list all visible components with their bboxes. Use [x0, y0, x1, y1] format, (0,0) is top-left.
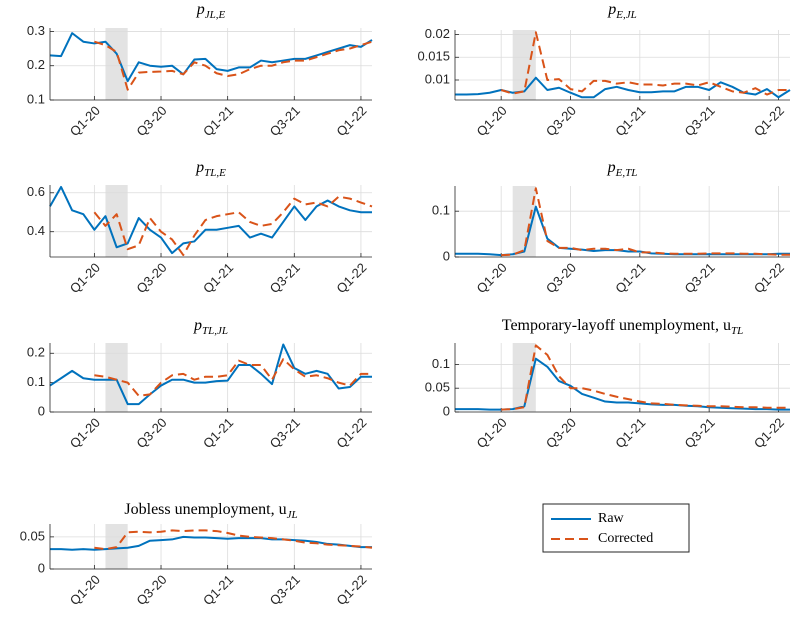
series-line — [49, 343, 372, 406]
series-line — [501, 344, 790, 411]
title-subscript: JL — [287, 509, 298, 521]
y-tick-label: 0.01 — [425, 71, 450, 86]
title-main: p — [193, 317, 202, 334]
x-tick-label: Q3-20 — [133, 572, 169, 608]
series-line — [455, 76, 791, 99]
title-main: Temporary-layoff unemployment, u — [502, 317, 731, 334]
y-tick-label: 0.05 — [425, 380, 450, 395]
x-tick-label: Q1-21 — [612, 415, 648, 451]
x-tick-label: Q3-21 — [267, 260, 303, 296]
shaded-period — [512, 186, 536, 257]
title-subscript: E,TL — [615, 167, 638, 179]
x-tick-label: Q3-20 — [543, 415, 579, 451]
x-tick-label: Q1-20 — [67, 415, 103, 451]
x-tick-label: Q1-20 — [474, 415, 510, 451]
shaded-period — [105, 185, 128, 257]
y-tick-label: 0.05 — [20, 528, 45, 543]
shaded-period — [512, 343, 536, 412]
chart-title: pTL,E — [195, 159, 226, 179]
y-tick-label: 0.1 — [432, 356, 450, 371]
series-line — [94, 358, 372, 397]
x-tick-label: Q3-20 — [133, 415, 169, 451]
title-subscript: TL,JL — [202, 325, 228, 337]
x-tick-label: Q1-22 — [333, 415, 369, 451]
x-tick-label: Q1-22 — [751, 415, 787, 451]
x-tick-label: Q3-21 — [682, 103, 718, 139]
x-tick-label: Q1-20 — [67, 260, 103, 296]
x-tick-label: Q1-21 — [200, 260, 236, 296]
chart-title: pE,JL — [607, 1, 636, 21]
chart-title: pJL,E — [196, 1, 226, 21]
title-main: p — [607, 1, 616, 18]
y-tick-label: 0.4 — [27, 223, 45, 238]
series-line — [501, 187, 790, 257]
legend-label: Corrected — [598, 531, 653, 546]
y-tick-label: 0.3 — [27, 23, 45, 38]
x-tick-label: Q1-21 — [200, 415, 236, 451]
chart-title: Jobless unemployment, uJL — [124, 501, 297, 521]
title-subscript: TL — [731, 325, 743, 337]
x-tick-label: Q1-22 — [333, 572, 369, 608]
series-line — [455, 205, 790, 257]
x-tick-label: Q1-22 — [333, 103, 369, 139]
title-subscript: TL,E — [204, 167, 226, 179]
x-tick-label: Q3-21 — [682, 260, 718, 296]
x-tick-label: Q1-22 — [333, 260, 369, 296]
y-tick-label: 0 — [38, 403, 45, 418]
chart-title: Temporary-layoff unemployment, uTL — [502, 317, 743, 337]
x-tick-label: Q1-21 — [612, 260, 648, 296]
x-tick-label: Q1-20 — [474, 260, 510, 296]
shaded-period — [105, 28, 128, 100]
y-tick-label: 0.1 — [27, 91, 45, 106]
x-tick-label: Q3-21 — [267, 572, 303, 608]
series-line — [455, 357, 790, 411]
series-line — [94, 40, 373, 91]
shaded-period — [105, 343, 128, 412]
x-tick-label: Q3-21 — [682, 415, 718, 451]
x-tick-label: Q1-22 — [751, 260, 787, 296]
series-line — [50, 535, 372, 551]
y-tick-label: 0.1 — [27, 374, 45, 389]
legend-label: Raw — [598, 511, 625, 526]
y-tick-label: 0.1 — [432, 203, 450, 218]
series-line — [49, 32, 373, 83]
x-tick-label: Q3-21 — [267, 103, 303, 139]
series-line — [94, 529, 373, 551]
legend-box — [542, 503, 690, 553]
title-main: p — [195, 159, 204, 176]
y-tick-label: 0 — [443, 403, 450, 418]
chart-title: pTL,JL — [193, 317, 228, 337]
series-line — [93, 195, 373, 257]
x-tick-label: Q1-20 — [67, 103, 103, 139]
x-tick-label: Q1-21 — [200, 103, 236, 139]
title-subscript: JL,E — [205, 9, 226, 21]
y-tick-label: 0.6 — [27, 184, 45, 199]
x-tick-label: Q1-22 — [751, 103, 787, 139]
series-line — [49, 185, 372, 255]
title-main: Jobless unemployment, u — [124, 501, 286, 518]
y-tick-label: 0 — [443, 248, 450, 263]
x-tick-label: Q1-21 — [612, 103, 648, 139]
y-tick-label: 0.015 — [417, 49, 450, 64]
y-tick-label: 0.02 — [425, 26, 450, 41]
x-tick-label: Q3-20 — [543, 260, 579, 296]
x-tick-label: Q3-20 — [543, 103, 579, 139]
x-tick-label: Q3-20 — [133, 103, 169, 139]
y-tick-label: 0.2 — [27, 345, 45, 360]
x-tick-label: Q1-20 — [474, 103, 510, 139]
title-main: p — [607, 159, 616, 176]
title-subscript: E,JL — [615, 9, 636, 21]
x-tick-label: Q3-21 — [267, 415, 303, 451]
chart-title: pE,TL — [607, 159, 638, 179]
x-tick-label: Q1-21 — [200, 572, 236, 608]
y-tick-label: 0 — [38, 560, 45, 575]
shaded-period — [512, 30, 536, 100]
x-tick-label: Q1-20 — [67, 572, 103, 608]
title-main: p — [196, 1, 205, 18]
y-tick-label: 0.2 — [27, 57, 45, 72]
series-line — [500, 31, 790, 96]
x-tick-label: Q3-20 — [133, 260, 169, 296]
